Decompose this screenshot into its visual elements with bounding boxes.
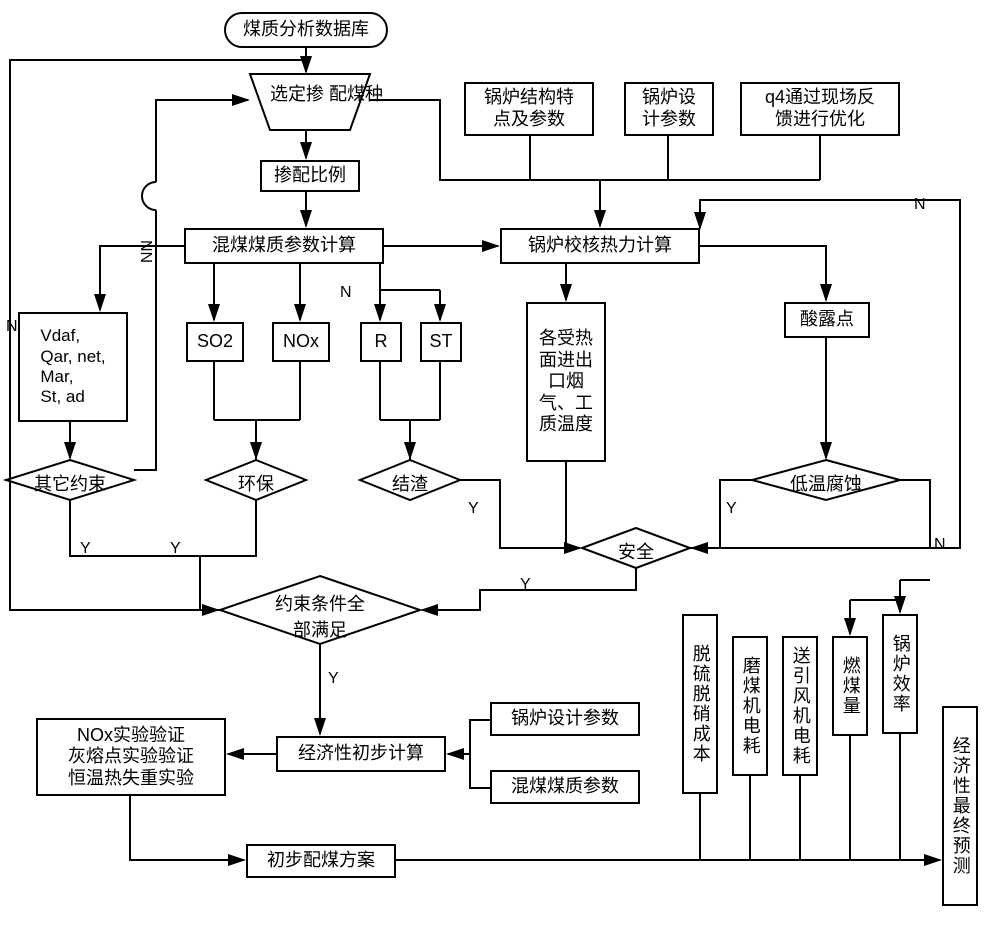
label-N-4: N <box>934 536 946 554</box>
label-coalqty: 燃煤量 <box>839 656 861 716</box>
node-lowtemp: 低温腐蚀 <box>790 470 862 496</box>
node-mixcalc: 混煤煤质参数计算 <box>184 228 384 264</box>
label-Y-env: Y <box>170 540 181 558</box>
node-env: 环保 <box>236 470 276 496</box>
node-r: R <box>360 322 402 362</box>
node-allcond: 约束条件全 部满足 <box>270 590 370 642</box>
label-Y-safety: Y <box>520 576 531 594</box>
node-prelimplan: 初步配煤方案 <box>246 844 396 878</box>
node-surfaces: 各受热 面进出 口烟 气、工 质温度 <box>526 302 606 462</box>
node-thermal: 锅炉校核热力计算 <box>500 228 700 264</box>
node-slag: 结渣 <box>390 470 430 496</box>
label-Y-slag: Y <box>468 500 479 518</box>
node-select: 选定掺 配煤种 <box>270 80 350 106</box>
node-noxexp: NOx实验验证 灰熔点实验验证 恒温热失重实验 <box>36 718 226 796</box>
label-boilereff: 锅炉效率 <box>889 634 911 714</box>
node-safety: 安全 <box>616 538 656 564</box>
node-millpower: 磨煤机电耗 <box>732 636 768 776</box>
node-ratio: 掺配比例 <box>260 160 360 192</box>
label-fanpower: 送引风机电耗 <box>789 646 811 766</box>
label-finalpred: 经济性最终预测 <box>949 736 971 876</box>
node-design2: 锅炉设计参数 <box>490 702 640 736</box>
node-db: 煤质分析数据库 <box>224 12 388 48</box>
label-N-1: N <box>6 318 18 336</box>
label-desulcost: 脱硫脱硝成本 <box>689 644 711 764</box>
label-Y-lowtemp: Y <box>726 500 737 518</box>
node-aciddew: 酸露点 <box>784 302 870 338</box>
node-nox: NOx <box>272 322 330 362</box>
label-Y-allcond: Y <box>328 670 339 688</box>
label-N-2: N <box>340 284 352 302</box>
node-so2: SO2 <box>186 322 244 362</box>
node-other: 其它约束 <box>32 470 108 496</box>
label-NN: NN <box>136 240 154 263</box>
node-q4: q4通过现场反 馈进行优化 <box>740 82 900 136</box>
node-boilerdesign: 锅炉设 计参数 <box>624 82 714 136</box>
label-N-3: N <box>914 196 926 214</box>
node-boilereff: 锅炉效率 <box>882 614 918 734</box>
node-fanpower: 送引风机电耗 <box>782 636 818 776</box>
node-st: ST <box>420 322 462 362</box>
label-millpower: 磨煤机电耗 <box>739 656 761 756</box>
node-econprelim: 经济性初步计算 <box>276 736 446 772</box>
node-vdaf: Vdaf, Qar, net, Mar, St, ad <box>18 312 128 422</box>
node-mixparam2: 混煤煤质参数 <box>490 770 640 804</box>
node-coalqty: 燃煤量 <box>832 636 868 736</box>
node-finalpred: 经济性最终预测 <box>942 706 978 906</box>
node-boilerstruct: 锅炉结构特 点及参数 <box>464 82 594 136</box>
node-desulcost: 脱硫脱硝成本 <box>682 614 718 794</box>
label-Y-other: Y <box>80 540 91 558</box>
